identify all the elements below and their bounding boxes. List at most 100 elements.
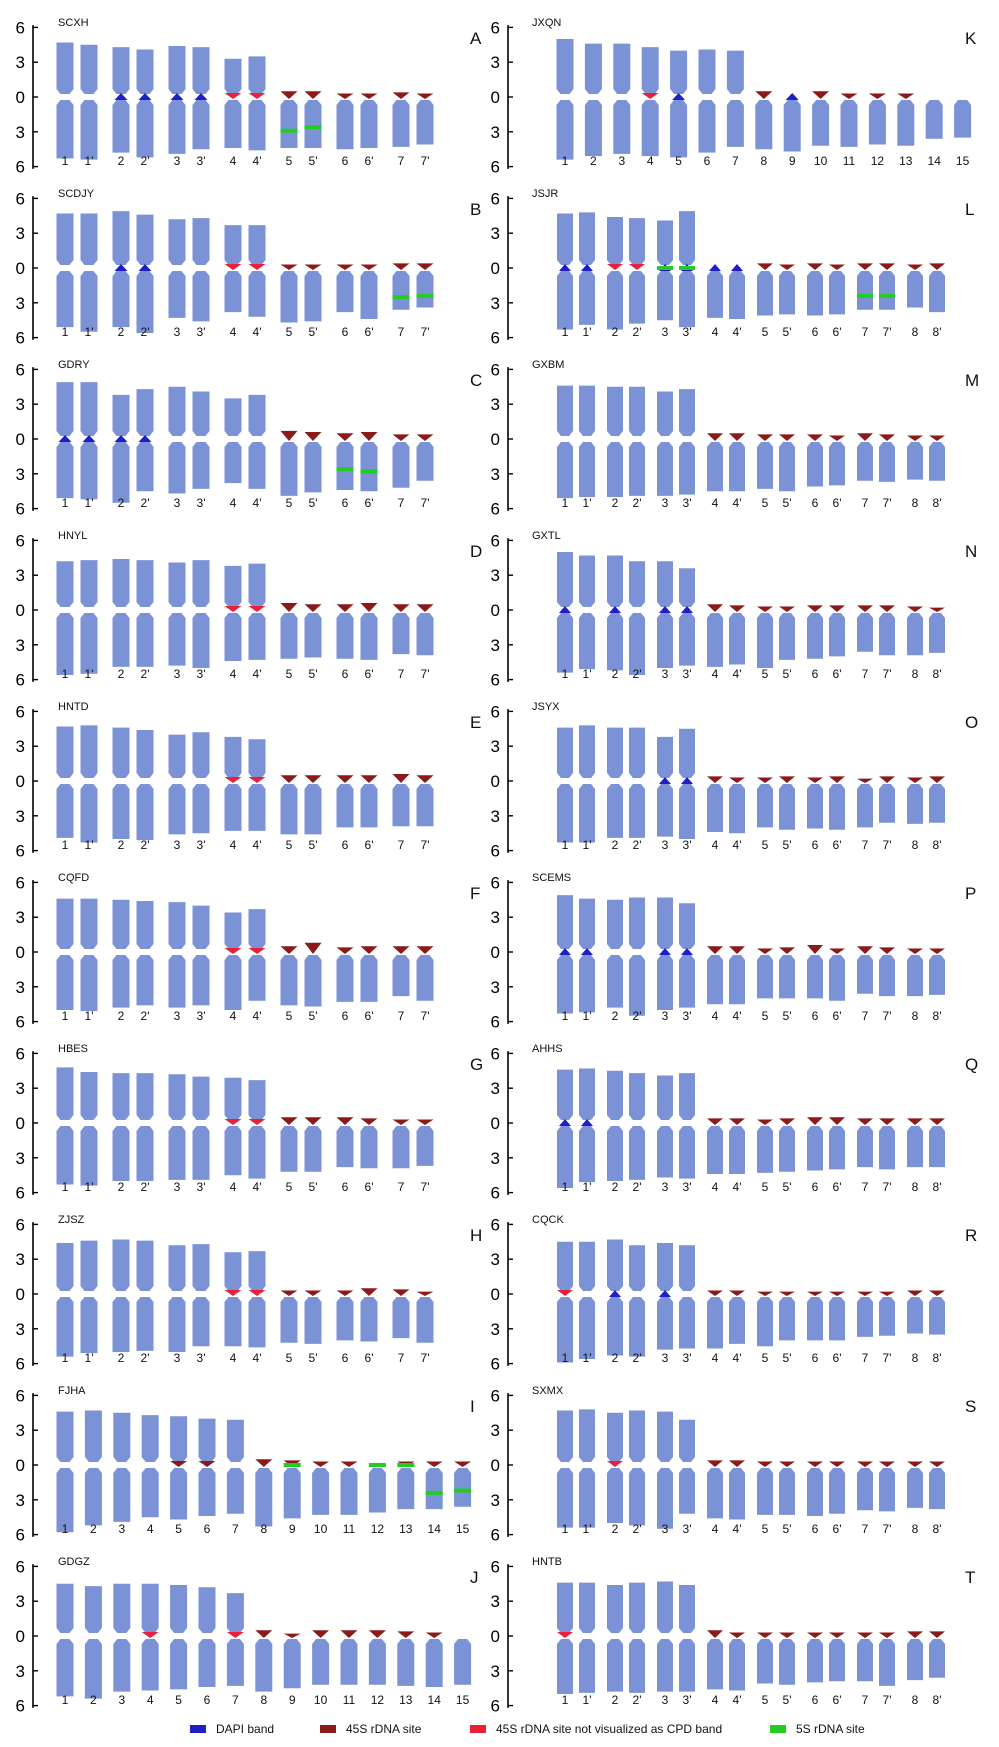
chromosome-label: 1 bbox=[62, 667, 69, 681]
chromosome-label: 2 bbox=[612, 838, 619, 852]
chromosome-label: 6' bbox=[365, 325, 374, 339]
chromosome-label: 6 bbox=[342, 496, 349, 510]
rdna45s-site bbox=[757, 1632, 773, 1638]
chromosome-label: 2 bbox=[612, 1351, 619, 1365]
chromosome-long-arm bbox=[907, 1639, 923, 1681]
chromosome bbox=[729, 1460, 745, 1520]
chromosome-label: 7 bbox=[862, 1693, 869, 1707]
panel-letter: A bbox=[470, 29, 482, 48]
chromosome bbox=[56, 42, 74, 159]
rdna45s-site bbox=[929, 1118, 945, 1125]
rdna45s-site bbox=[807, 777, 823, 783]
chromosome-label: 3 bbox=[174, 325, 181, 339]
chromosome-label: 5 bbox=[762, 667, 769, 681]
chromosome-long-arm bbox=[679, 1639, 695, 1692]
chromosome-long-arm bbox=[907, 1297, 923, 1334]
rdna45s-site bbox=[336, 1290, 354, 1296]
chromosome bbox=[879, 1632, 895, 1686]
chromosome-label: 7' bbox=[883, 1522, 892, 1536]
chromosome bbox=[579, 385, 595, 497]
y-tick-label: 6 bbox=[16, 18, 25, 37]
chromosome-label: 5 bbox=[175, 1522, 182, 1536]
chromosome bbox=[80, 1071, 98, 1186]
dapi-band bbox=[559, 264, 571, 271]
chromosome bbox=[907, 1631, 923, 1681]
chromosome-long-arm bbox=[304, 442, 322, 493]
chromosome bbox=[607, 1070, 623, 1181]
chromosome-label: 5 bbox=[286, 325, 293, 339]
chromosome bbox=[629, 897, 645, 1016]
dapi-band bbox=[731, 264, 743, 271]
chromosome bbox=[879, 1291, 895, 1336]
chromosome bbox=[925, 100, 943, 139]
chromosome bbox=[112, 47, 130, 153]
chromosome-label: 4 bbox=[230, 1180, 237, 1194]
chromosome-label: 5 bbox=[675, 154, 682, 168]
chromosome-label: 2' bbox=[633, 838, 642, 852]
chromosome-short-arm bbox=[80, 725, 98, 778]
chromosome-short-arm bbox=[80, 213, 98, 265]
chromosome-label: 1 bbox=[562, 1693, 569, 1707]
rdna45s-site bbox=[907, 1290, 923, 1296]
chromosome bbox=[879, 776, 895, 823]
chromosome-short-arm bbox=[607, 899, 623, 949]
y-tick-label: 3 bbox=[16, 566, 25, 585]
rdna45s-site bbox=[929, 263, 945, 270]
chromosome-long-arm bbox=[707, 1468, 723, 1519]
chromosome-long-arm bbox=[857, 1468, 873, 1511]
chromosome bbox=[579, 1241, 595, 1359]
rdna45s-site bbox=[857, 1632, 873, 1638]
chromosome-short-arm bbox=[168, 734, 186, 778]
chromosome-long-arm bbox=[629, 1639, 645, 1693]
chromosome-label: 5' bbox=[309, 838, 318, 852]
chromosome bbox=[416, 946, 434, 1001]
chromosome-label: 2 bbox=[612, 496, 619, 510]
chromosome-short-arm bbox=[657, 736, 673, 778]
chromosome-long-arm bbox=[136, 442, 154, 492]
chromosome-short-arm bbox=[607, 1239, 623, 1291]
chromosome bbox=[707, 433, 723, 492]
chromosome-long-arm bbox=[416, 442, 434, 481]
chromosome bbox=[168, 902, 186, 1008]
chromosome bbox=[707, 946, 723, 1005]
chromosome bbox=[248, 563, 266, 660]
rdna45s-site bbox=[416, 946, 434, 954]
chromosome-label: 3' bbox=[197, 1009, 206, 1023]
chromosome-long-arm bbox=[192, 784, 210, 834]
chromosome bbox=[224, 398, 242, 484]
chromosome-label: 3 bbox=[174, 1009, 181, 1023]
panel-p: 6 3 0 3 6 SCEMS P 1 1' 2 2' 3 3' 4 4' 5 5' 6 6' 7 7' 8 8' bbox=[491, 872, 977, 1032]
dapi-band bbox=[170, 93, 184, 100]
chromosome-label: 4 bbox=[147, 1693, 154, 1707]
chromosome-label: 5 bbox=[286, 667, 293, 681]
chromosome bbox=[807, 777, 823, 829]
chromosome-label: 4 bbox=[147, 1522, 154, 1536]
rdna45s-site bbox=[829, 1632, 845, 1638]
rdna45s-site bbox=[198, 1461, 216, 1467]
chromosome-label: 6 bbox=[342, 325, 349, 339]
chromosome-label: 4' bbox=[733, 496, 742, 510]
chromosome bbox=[392, 604, 410, 655]
rdna45s-site bbox=[879, 605, 895, 612]
chromosome-long-arm bbox=[557, 1126, 573, 1188]
chromosome bbox=[136, 1073, 154, 1181]
rdna45s-site bbox=[416, 1291, 434, 1296]
chromosome bbox=[368, 1463, 386, 1513]
chromosome bbox=[641, 47, 659, 157]
chromosome-long-arm bbox=[112, 1297, 130, 1352]
chromosome-long-arm bbox=[879, 442, 895, 482]
chromosome-label: 8' bbox=[933, 667, 942, 681]
panel-letter: G bbox=[470, 1055, 483, 1074]
chromosome bbox=[56, 382, 74, 499]
chromosome-label: 5' bbox=[783, 1522, 792, 1536]
rdna45s-site bbox=[857, 263, 873, 270]
chromosome bbox=[679, 1419, 695, 1514]
chromosome-long-arm bbox=[829, 784, 845, 830]
chromosome-long-arm bbox=[198, 1639, 216, 1688]
chromosome-label: 5' bbox=[783, 1693, 792, 1707]
chromosome-long-arm bbox=[857, 1126, 873, 1168]
chromosome-label: 3' bbox=[683, 1351, 692, 1365]
chromosome-long-arm bbox=[336, 442, 354, 491]
chromosome-short-arm bbox=[579, 898, 595, 949]
chromosome-label: 8' bbox=[933, 1522, 942, 1536]
